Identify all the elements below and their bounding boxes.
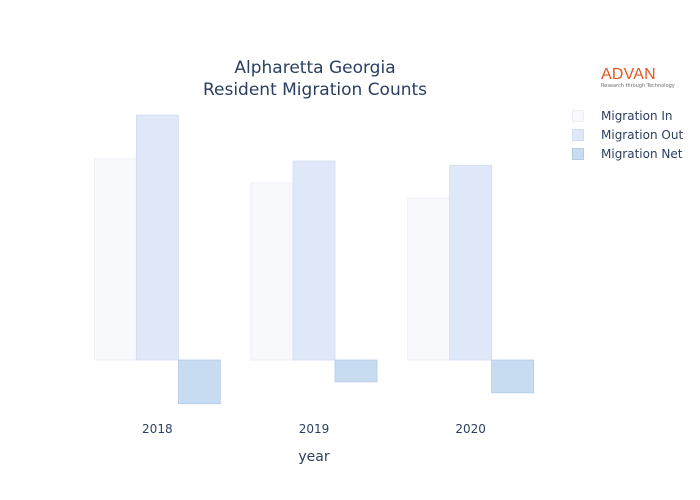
legend-label-migration-out: Migration Out: [601, 127, 684, 142]
bar-migration-out-2018[interactable]: [135, 114, 179, 361]
legend-item-migration-in[interactable]: Migration In: [572, 106, 683, 125]
chart-title-line-2: Resident Migration Counts: [202, 80, 428, 100]
bar-migration-net-2018[interactable]: [177, 359, 221, 405]
legend-label-migration-in: Migration In: [601, 108, 673, 123]
legend-label-migration-net: Migration Net: [601, 146, 683, 161]
x-tick-label-2018: 2018: [142, 422, 173, 436]
chart-legend: Migration In Migration Out Migration Net: [572, 106, 683, 163]
x-tick-label-2019: 2019: [299, 422, 330, 436]
x-tick-labels: 2018 2019 2020: [142, 422, 486, 436]
legend-swatch-migration-out: [572, 128, 584, 141]
logo-tagline: Research through Technology: [601, 83, 675, 89]
advan-logo: ADVAN Research through Technology: [601, 66, 675, 90]
chart-title-line-1: Alpharetta Georgia: [234, 58, 396, 78]
bars-layer: [93, 114, 535, 405]
bar-migration-net-2019[interactable]: [334, 359, 378, 383]
legend-item-migration-out[interactable]: Migration Out: [572, 125, 683, 144]
legend-item-migration-net[interactable]: Migration Net: [572, 144, 683, 163]
bar-migration-net-2020[interactable]: [491, 359, 535, 394]
bar-migration-in-2020[interactable]: [407, 197, 451, 361]
legend-swatch-migration-net: [572, 147, 584, 160]
bar-migration-in-2018[interactable]: [93, 158, 137, 361]
legend-swatch-migration-in: [572, 109, 584, 122]
x-tick-label-2020: 2020: [455, 422, 486, 436]
bar-migration-out-2019[interactable]: [292, 160, 336, 361]
bar-migration-out-2020[interactable]: [449, 164, 493, 361]
logo-wordmark: ADVAN: [601, 66, 656, 83]
bar-migration-in-2019[interactable]: [250, 182, 294, 361]
x-axis-title: year: [298, 449, 329, 465]
